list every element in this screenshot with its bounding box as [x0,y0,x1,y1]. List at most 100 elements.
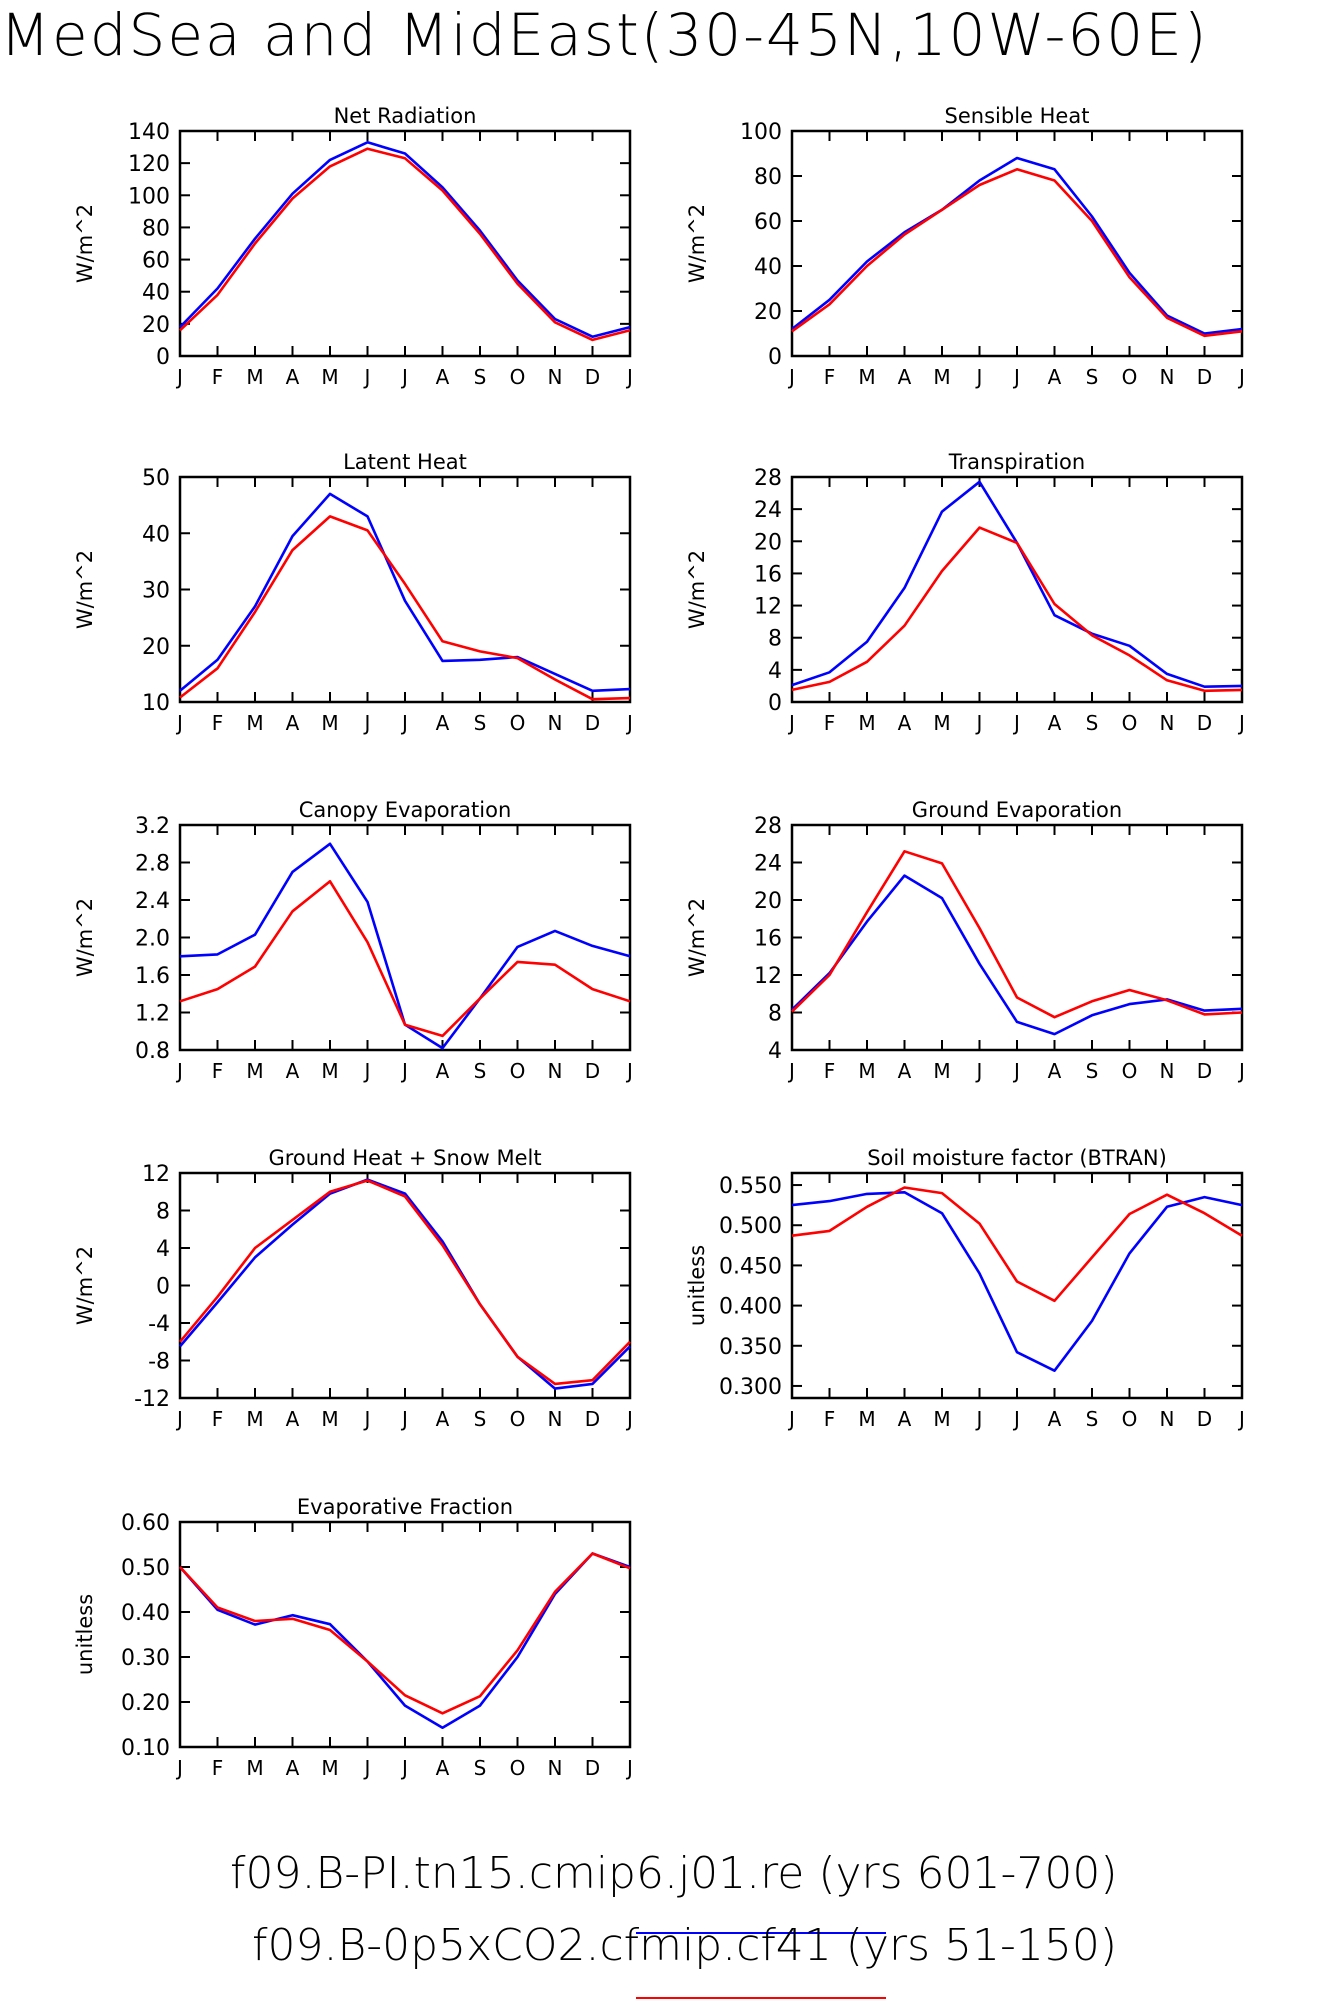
chart-8-title: Soil moisture factor (BTRAN) [867,1146,1167,1170]
chart-2-xtick-label: J [975,365,983,389]
chart-6-xtick-label: J [975,1059,983,1083]
chart-1-ytick-label: 20 [142,313,170,338]
chart-3-title: Latent Heat [343,450,467,474]
chart-2-title: Sensible Heat [945,104,1090,128]
chart-4-frame [790,475,1244,704]
chart-1-xtick-label: J [175,365,183,389]
chart-8-frame [790,1171,1244,1400]
chart-5-ytick-label: 0.8 [135,1039,170,1064]
chart-1-xtick-label: O [510,365,526,389]
chart-6-xtick-label: J [787,1059,795,1083]
chart-4-ylabel: W/m^2 [685,550,709,629]
chart-8-xtick-label: J [1237,1407,1245,1431]
chart-1-ytick-label: 40 [142,281,170,306]
chart-9-xtick-label: O [510,1756,526,1780]
chart-2-ylabel: W/m^2 [685,204,709,283]
legend-swatch-run2 [636,1997,886,1999]
chart-3-ytick-label: 50 [142,466,170,491]
chart-9-series-2-line [179,1552,631,1715]
chart-2-ytick-label: 60 [754,210,782,235]
chart-3-xtick-label: M [321,711,338,735]
chart-2-xtick-label: J [1012,365,1020,389]
chart-4-xtick-label: A [1048,711,1062,735]
chart-5-ytick-label: 1.6 [135,964,170,989]
chart-7-xtick-label: F [212,1407,224,1431]
chart-6-xtick-label: O [1122,1059,1138,1083]
legend-label-run1: f09.B-PI.tn15.cmip6.j01.re (yrs 601-700) [230,1848,1118,1899]
chart-6-series-1-line [791,874,1243,1036]
chart-4-series-2-line [791,526,1243,693]
chart-4-ytick-label: 8 [768,627,782,652]
chart-4-ytick-label: 0 [768,691,782,716]
chart-5-xtick-label: J [400,1059,408,1083]
chart-2-xtick-label: J [1237,365,1245,389]
figure-title: MedSea and MidEast(30-45N,10W-60E) [0,1,1209,69]
chart-7-ytick-label: -8 [148,1350,170,1375]
chart-8-xtick-label: S [1086,1407,1099,1431]
chart-9-frame [178,1520,632,1749]
chart-1-ytick-label: 100 [128,184,170,209]
chart-3-xtick-label: J [175,711,183,735]
chart-5-ytick-label: 1.2 [135,1002,170,1027]
chart-8-xtick-label: N [1160,1407,1175,1431]
chart-9-xtick-label: J [175,1756,183,1780]
chart-4-xtick-label: O [1122,711,1138,735]
chart-6-ylabel: W/m^2 [685,898,709,977]
chart-8-series-1-line [791,1191,1243,1372]
chart-2-series-1-line [791,156,1243,335]
chart-9-series-1-line [179,1552,631,1729]
chart-1-ytick-label: 80 [142,216,170,241]
chart-5-ylabel: W/m^2 [73,898,97,977]
chart-4-xtick-label: J [1012,711,1020,735]
chart-7-xtick-label: N [548,1407,563,1431]
chart-7-series-2-line [179,1179,631,1386]
chart-3-series-2-line [179,515,631,701]
chart-9-xtick-label: D [585,1756,600,1780]
chart-1-ytick-label: 60 [142,249,170,274]
chart-2-xtick-label: N [1160,365,1175,389]
chart-6-xtick-label: M [933,1059,950,1083]
chart-7-xtick-label: J [363,1407,371,1431]
chart-1-xtick-label: A [436,365,450,389]
chart-7-xtick-label: J [625,1407,633,1431]
chart-9-xtick-label: J [363,1756,371,1780]
chart-5-ytick-label: 2.4 [135,889,170,914]
chart-4-ytick-label: 28 [754,466,782,491]
chart-6-xtick-label: N [1160,1059,1175,1083]
chart-1-xtick-label: F [212,365,224,389]
chart-7-xtick-label: A [286,1407,300,1431]
chart-3-ytick-label: 30 [142,579,170,604]
chart-1-xtick-label: N [548,365,563,389]
legend-swatch-run1 [636,1932,886,1934]
chart-6-xtick-label: F [824,1059,836,1083]
chart-5-xtick-label: S [474,1059,487,1083]
chart-7-ylabel: W/m^2 [73,1246,97,1325]
chart-6-xtick-label: J [1012,1059,1020,1083]
chart-6-frame [790,823,1244,1052]
chart-4-xtick-label: M [858,711,875,735]
chart-5-xtick-label: J [363,1059,371,1083]
chart-5-ytick-label: 2.8 [135,852,170,877]
chart-9-xtick-label: M [321,1756,338,1780]
chart-8-xtick-label: M [933,1407,950,1431]
chart-7-ytick-label: 4 [156,1237,170,1262]
chart-8-ytick-label: 0.400 [719,1295,782,1320]
chart-4-xtick-label: A [898,711,912,735]
chart-1-ytick-label: 0 [156,345,170,370]
chart-7-ytick-label: 0 [156,1275,170,1300]
chart-9-ytick-label: 0.40 [121,1601,170,1626]
chart-6-ytick-label: 28 [754,814,782,839]
chart-5-xtick-label: A [286,1059,300,1083]
chart-4-ytick-label: 16 [754,562,782,587]
chart-3-xtick-label: A [286,711,300,735]
chart-9-xtick-label: J [625,1756,633,1780]
chart-1-title: Net Radiation [334,104,477,128]
chart-7-ytick-label: 8 [156,1200,170,1225]
chart-8-xtick-label: A [898,1407,912,1431]
chart-9-xtick-label: M [246,1756,263,1780]
chart-7-ytick-label: -12 [134,1387,170,1412]
chart-8-xtick-label: J [787,1407,795,1431]
chart-9-xtick-label: A [286,1756,300,1780]
